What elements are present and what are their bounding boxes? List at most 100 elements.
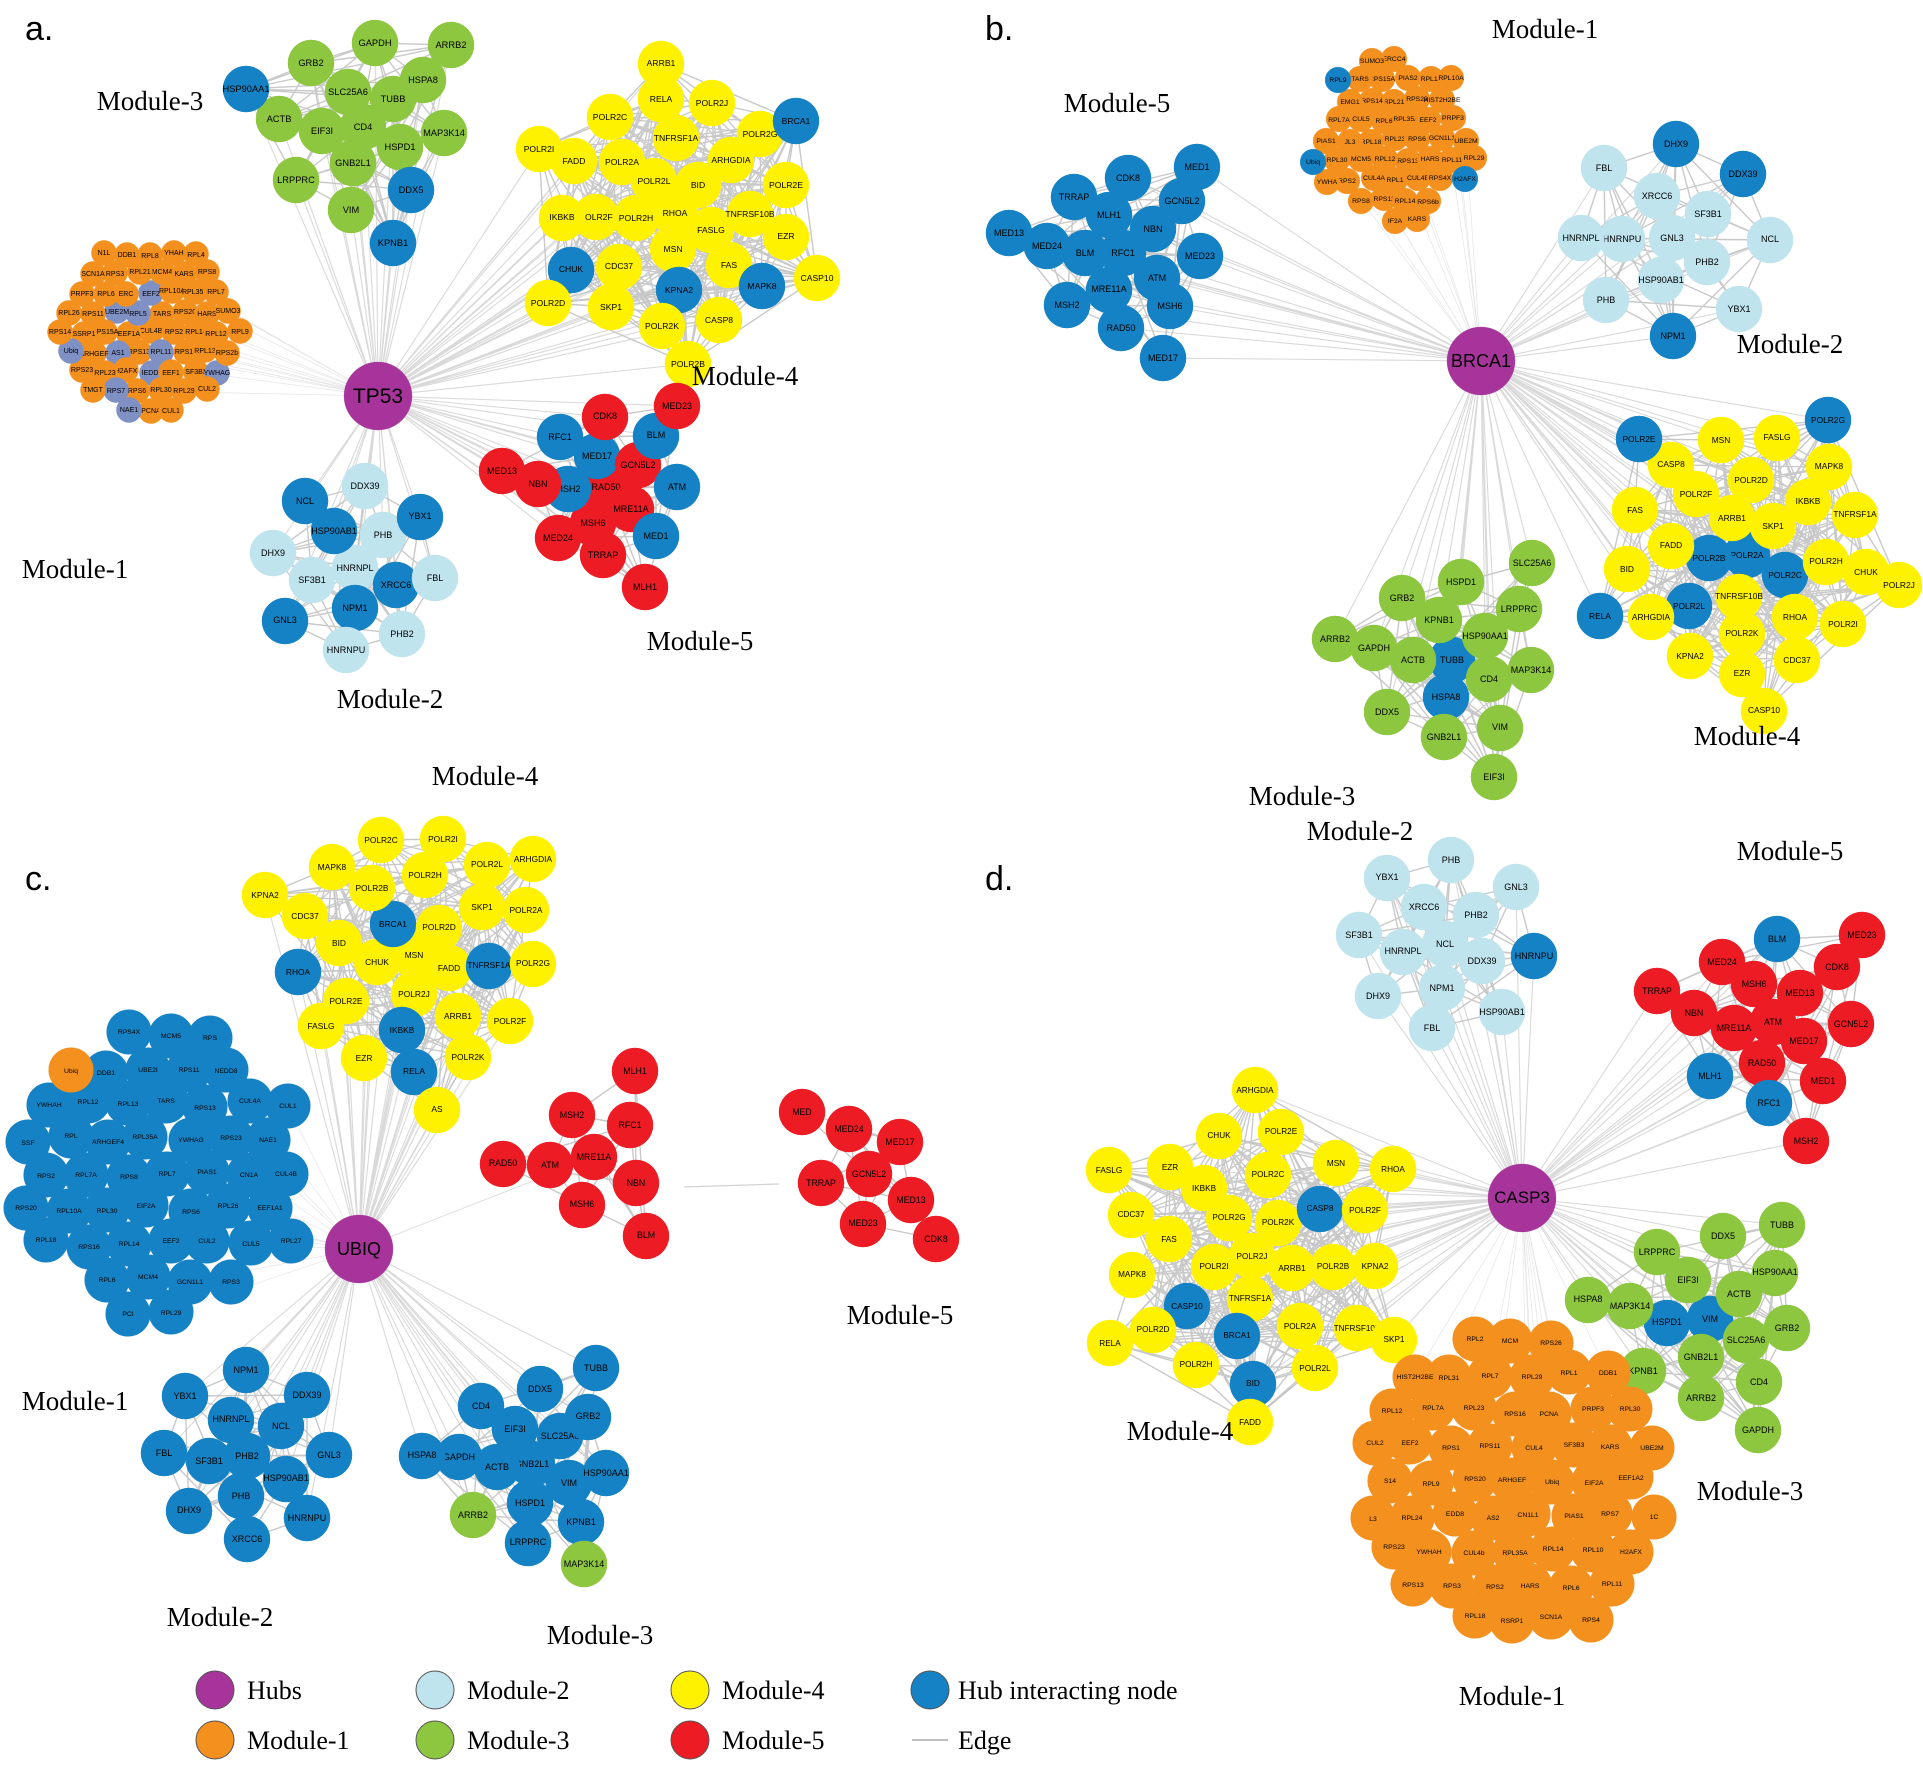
svg-text:RPL35A: RPL35A [132,1134,158,1141]
svg-text:NCL: NCL [296,496,314,506]
svg-text:DDX39: DDX39 [1728,169,1757,179]
svg-text:GNB2L1: GNB2L1 [1427,732,1462,742]
svg-text:RPL14: RPL14 [1543,1546,1564,1553]
svg-text:RPS23: RPS23 [71,367,93,374]
svg-text:b.: b. [985,10,1013,48]
svg-text:CD4: CD4 [1480,674,1498,684]
svg-text:RFC1: RFC1 [619,1120,642,1130]
svg-text:EEF2: EEF2 [1420,117,1437,124]
svg-text:POLR2G: POLR2G [1212,1213,1245,1222]
svg-text:RPL23: RPL23 [94,370,116,377]
svg-text:LRPPRC: LRPPRC [1639,1247,1676,1257]
svg-text:RPL14: RPL14 [119,1241,140,1248]
svg-text:RAD50: RAD50 [591,482,620,492]
svg-text:POLR2F: POLR2F [494,1016,527,1026]
svg-text:RPS11: RPS11 [178,1067,199,1074]
svg-text:Module-5: Module-5 [722,1726,825,1755]
svg-text:VIM: VIM [1492,722,1508,732]
svg-text:POLR2C: POLR2C [1768,570,1802,580]
svg-text:FAS: FAS [721,260,738,270]
svg-text:POLR2K: POLR2K [645,321,679,331]
svg-text:KPNA2: KPNA2 [1362,1262,1389,1271]
svg-text:HARS: HARS [1521,1583,1540,1590]
svg-text:CDC37: CDC37 [291,911,319,921]
svg-text:RHOA: RHOA [1381,1165,1405,1174]
svg-text:MRE11A: MRE11A [613,504,648,514]
svg-text:PRPF3: PRPF3 [1442,115,1464,122]
svg-text:TARS: TARS [1351,76,1369,83]
svg-text:DHX9: DHX9 [1664,139,1688,149]
svg-text:MRE11A: MRE11A [1091,284,1126,294]
svg-text:CUL4A: CUL4A [239,1098,261,1105]
svg-text:NCL: NCL [1436,939,1454,949]
svg-text:MED23: MED23 [848,1218,877,1228]
svg-text:L3: L3 [1369,1516,1377,1523]
svg-text:SSRP1: SSRP1 [73,331,96,338]
svg-text:TUBB: TUBB [584,1363,608,1373]
svg-text:NEDD8: NEDD8 [214,1068,237,1075]
svg-text:Module-2: Module-2 [337,684,443,714]
svg-text:YWHAH: YWHAH [1416,1549,1441,1556]
svg-text:POLR2D: POLR2D [422,922,456,932]
svg-text:EZR: EZR [777,231,794,241]
svg-text:PHB: PHB [1597,295,1616,305]
svg-text:RPL7A: RPL7A [1422,1405,1444,1412]
svg-text:Module-5: Module-5 [647,626,753,656]
svg-text:Ubiq: Ubiq [1306,159,1320,166]
svg-text:RFC1: RFC1 [1758,1098,1781,1108]
svg-text:MAPK8: MAPK8 [1815,461,1844,471]
svg-text:RPL1: RPL1 [1386,177,1403,184]
svg-text:HNRNPL: HNRNPL [1384,946,1421,956]
svg-text:RPS2: RPS2 [1338,178,1356,185]
svg-text:N1L: N1L [98,250,111,257]
svg-text:HSP90AB1: HSP90AB1 [311,526,357,536]
svg-text:GAPDH: GAPDH [1358,643,1390,653]
svg-text:XRCC6: XRCC6 [232,1534,263,1544]
svg-text:SKP1: SKP1 [1384,1335,1405,1344]
svg-text:RPL5: RPL5 [129,311,147,318]
svg-text:RPS6: RPS6 [128,388,146,395]
svg-text:HSP90AA1: HSP90AA1 [222,84,269,94]
svg-text:MSN: MSN [1712,435,1731,445]
svg-text:AS1: AS1 [111,350,124,357]
svg-text:POLR2K: POLR2K [1725,628,1758,638]
svg-text:CUL2: CUL2 [1366,1440,1384,1447]
svg-text:SCN1A: SCN1A [1540,1614,1563,1621]
svg-text:MRE11A: MRE11A [577,1152,612,1162]
svg-text:MED1: MED1 [643,531,668,541]
svg-text:Edge: Edge [958,1726,1011,1755]
svg-text:Module-2: Module-2 [167,1602,273,1632]
svg-text:NCL: NCL [272,1421,290,1431]
svg-text:ARHGEF: ARHGEF [79,351,108,358]
svg-text:Module-1: Module-1 [1492,14,1598,44]
svg-text:LRPPRC: LRPPRC [277,175,315,185]
svg-text:TUBB: TUBB [381,94,406,104]
svg-text:MLH1: MLH1 [623,1066,647,1076]
svg-text:FADD: FADD [563,156,586,166]
svg-text:MLH1: MLH1 [633,582,657,592]
svg-text:MED1: MED1 [1184,162,1209,172]
svg-text:CASP10: CASP10 [801,273,834,283]
svg-text:GNB2L1: GNB2L1 [1684,1352,1719,1362]
svg-text:KARS: KARS [174,271,193,278]
svg-text:POLR2B: POLR2B [1692,553,1725,563]
svg-text:DDX5: DDX5 [1711,1231,1735,1241]
svg-text:RPS3: RPS3 [1443,1583,1461,1590]
svg-text:POLR2D: POLR2D [1734,475,1768,485]
svg-text:MCM4: MCM4 [152,269,173,276]
svg-text:MSH2: MSH2 [1794,1136,1819,1146]
svg-text:DHX9: DHX9 [1366,991,1390,1001]
svg-text:Module-5: Module-5 [847,1300,953,1330]
svg-text:MED13: MED13 [1785,988,1814,998]
svg-text:RPS13: RPS13 [1397,158,1419,165]
svg-text:POLR2D: POLR2D [1137,1325,1170,1334]
svg-text:CN1A: CN1A [240,1172,259,1179]
svg-text:EIF3I: EIF3I [311,126,333,136]
svg-text:ARRB1: ARRB1 [1278,1264,1306,1273]
svg-text:BLM: BLM [647,430,666,440]
svg-text:GCN5L2: GCN5L2 [620,460,655,470]
svg-text:H2AFX: H2AFX [115,368,138,375]
svg-text:POLR2I: POLR2I [524,144,555,154]
svg-text:BRCA1: BRCA1 [1223,1331,1251,1340]
svg-text:ACTB: ACTB [1401,655,1425,665]
